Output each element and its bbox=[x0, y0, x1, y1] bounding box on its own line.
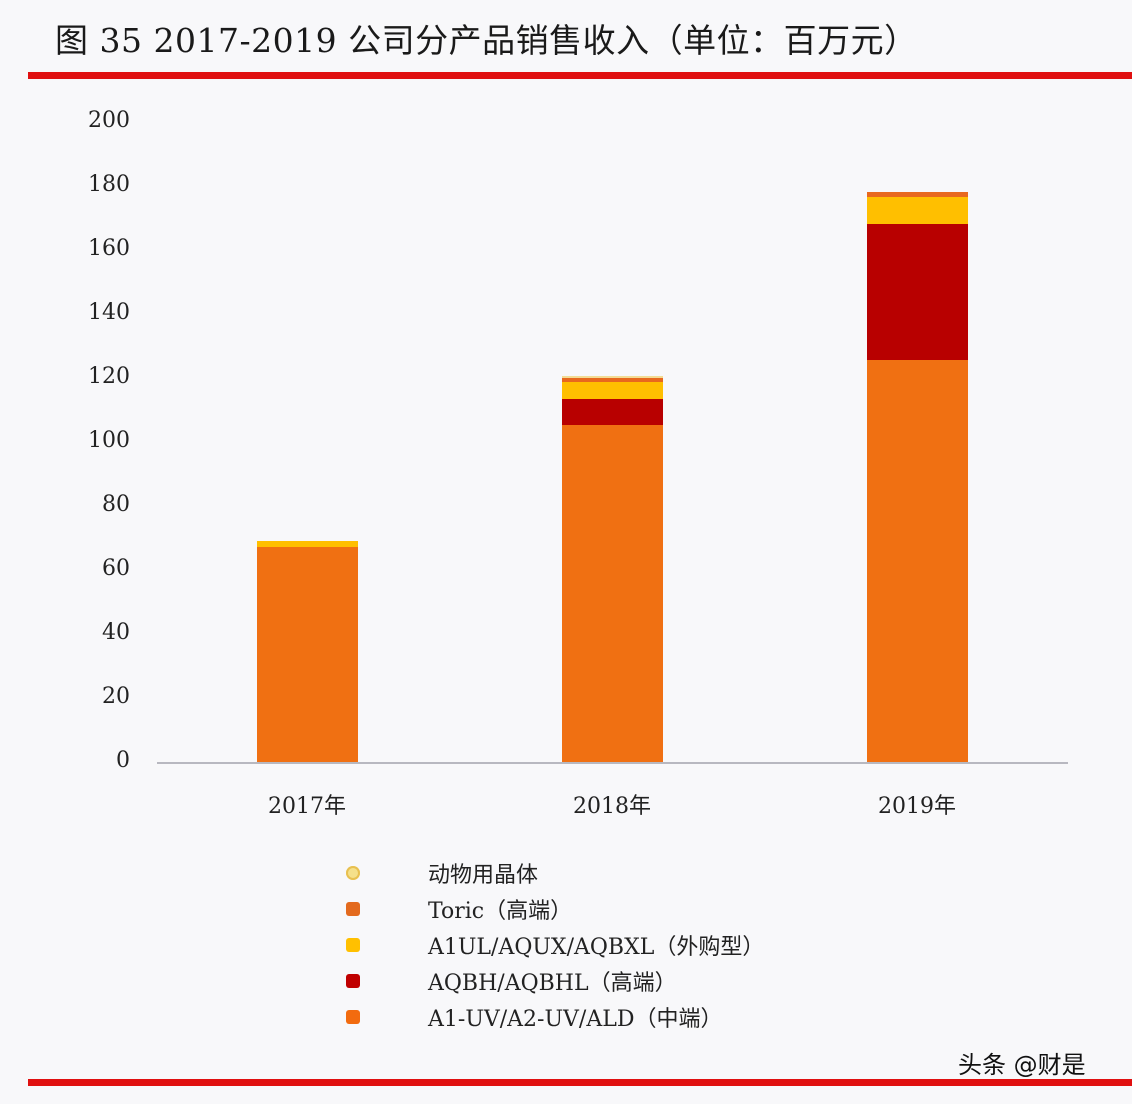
y-tick-label: 100 bbox=[88, 428, 130, 453]
legend-item: A1-UV/A2-UV/ALD（中端） bbox=[346, 999, 764, 1035]
bar-segment bbox=[562, 425, 663, 762]
legend-label: 动物用晶体 bbox=[428, 863, 539, 888]
legend: 动物用晶体 Toric（高端） A1UL/AQUX/AQBXL（外购型） AQBH/A… bbox=[346, 855, 764, 1035]
watermark: 头条 @财是 bbox=[958, 1051, 1086, 1079]
y-tick-label: 120 bbox=[88, 364, 130, 389]
y-tick-label: 0 bbox=[116, 748, 130, 773]
y-tick-label: 20 bbox=[102, 684, 130, 709]
legend-item: 动物用晶体 bbox=[346, 855, 764, 891]
y-tick-label: 200 bbox=[88, 108, 130, 133]
stacked-bar bbox=[562, 376, 663, 762]
bar-segment bbox=[257, 546, 358, 762]
top-rule bbox=[28, 72, 1132, 79]
stacked-bar bbox=[867, 192, 968, 762]
x-tick-label: 2018年 bbox=[573, 794, 651, 819]
bar-segment bbox=[867, 197, 968, 225]
y-tick-label: 160 bbox=[88, 236, 130, 261]
square-marker-icon bbox=[346, 938, 360, 952]
y-tick-label: 40 bbox=[102, 620, 130, 645]
bar-segment bbox=[562, 376, 663, 379]
legend-item: AQBH/AQBHL（高端） bbox=[346, 963, 764, 999]
bar-segment bbox=[562, 382, 663, 400]
x-axis-line bbox=[157, 762, 1068, 764]
legend-item: Toric（高端） bbox=[346, 891, 764, 927]
bar-segment bbox=[867, 224, 968, 361]
legend-item: A1UL/AQUX/AQBXL（外购型） bbox=[346, 927, 764, 963]
y-tick-label: 140 bbox=[88, 300, 130, 325]
legend-label: Toric（高端） bbox=[428, 899, 573, 924]
bar-segment bbox=[257, 540, 358, 547]
stacked-bar bbox=[257, 540, 358, 762]
y-tick-label: 60 bbox=[102, 556, 130, 581]
legend-label: A1-UV/A2-UV/ALD（中端） bbox=[428, 1007, 723, 1032]
plot-area: 0 20 40 60 80 100 120 140 160 180 200 2017年 2018年 20… bbox=[88, 108, 1068, 819]
legend-label: AQBH/AQBHL（高端） bbox=[428, 971, 677, 996]
bar-segment bbox=[562, 399, 663, 426]
bar-segment bbox=[867, 360, 968, 762]
chart-title: 图 35 2017-2019 公司分产品销售收入（单位：百万元） bbox=[55, 21, 918, 60]
x-tick-label: 2019年 bbox=[878, 794, 956, 819]
square-marker-icon bbox=[346, 974, 360, 988]
x-tick-label: 2017年 bbox=[268, 794, 346, 819]
bottom-rule bbox=[28, 1079, 1132, 1086]
bar-segment bbox=[562, 378, 663, 383]
y-tick-label: 180 bbox=[88, 172, 130, 197]
square-marker-icon bbox=[346, 1010, 360, 1024]
circle-marker-icon bbox=[346, 866, 360, 880]
bar-segment bbox=[867, 192, 968, 198]
square-marker-icon bbox=[346, 902, 360, 916]
legend-label: A1UL/AQUX/AQBXL（外购型） bbox=[428, 935, 765, 960]
y-tick-label: 80 bbox=[102, 492, 130, 517]
